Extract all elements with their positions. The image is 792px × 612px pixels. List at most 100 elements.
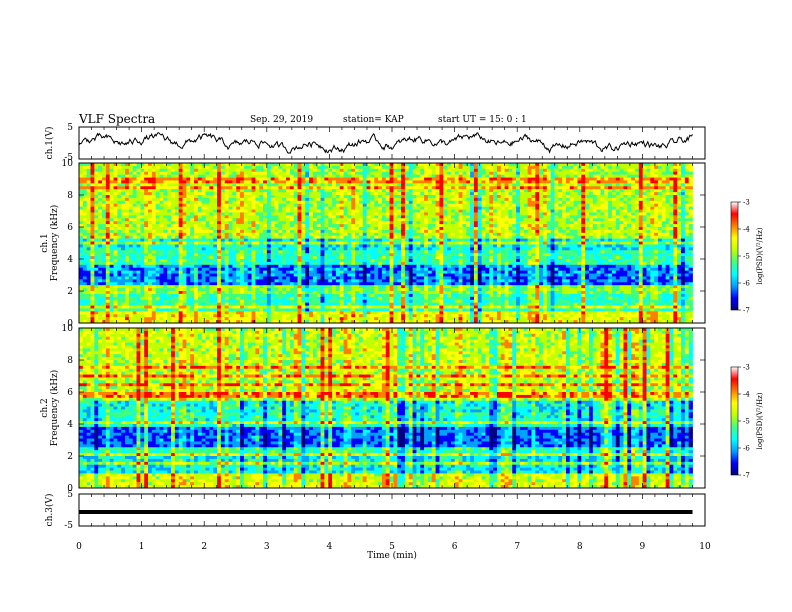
spectrogram-cell [519, 212, 525, 216]
spectrogram-cell [270, 163, 275, 167]
spectrogram-cell [125, 232, 130, 237]
spectrogram-cell [155, 174, 160, 178]
spectrogram-cell [600, 203, 605, 208]
spectrogram-cell [278, 192, 283, 196]
spectrogram-cell [132, 235, 137, 240]
spectrogram-cell [470, 209, 475, 213]
spectrogram-cell [228, 171, 233, 176]
spectrogram-cell [634, 209, 640, 213]
spectrogram-cell [347, 186, 352, 190]
spectrogram-cell [140, 163, 145, 167]
spectrogram-cell [619, 247, 624, 251]
spectrogram-cell [470, 206, 475, 210]
spectrogram-cell [217, 180, 222, 184]
spectrogram-cell [151, 232, 157, 237]
spectrogram-cell [309, 186, 314, 190]
spectrogram-cell [121, 186, 126, 190]
spectrogram-cell [558, 227, 563, 231]
spectrogram-cell [481, 209, 486, 213]
spectrogram-cell [266, 163, 272, 167]
spectrogram-cell [167, 241, 172, 245]
spectrogram-cell [128, 221, 134, 225]
spectrogram-cell [427, 203, 433, 208]
spectrogram-cell [634, 186, 640, 190]
spectrogram-cell [343, 200, 348, 205]
spectrogram-cell [240, 238, 245, 242]
spectrogram-cell [646, 186, 651, 190]
spectrogram-cell [431, 174, 436, 178]
spectrogram-cell [301, 250, 306, 254]
spectrogram-cell [527, 229, 532, 234]
spectrogram-cell [669, 244, 674, 248]
spectrogram-cell [339, 165, 344, 170]
spectrogram-cell [86, 247, 91, 251]
spectrogram-cell [228, 221, 233, 225]
spectrogram-cell [381, 200, 387, 205]
spectrogram-cell [527, 203, 532, 208]
spectrogram-cell [355, 171, 360, 176]
spectrogram-cell [121, 241, 126, 245]
spectrogram-cell [416, 218, 421, 222]
spectrogram-cell [98, 215, 103, 219]
spectrogram-cell [136, 165, 141, 170]
spectrogram-cell [611, 218, 617, 222]
spectrogram-cell [328, 247, 333, 251]
spectrogram-cell [611, 221, 617, 225]
spectrogram-cell [401, 244, 406, 248]
spectrogram-cell [102, 215, 107, 219]
spectrogram-cell [347, 183, 352, 187]
spectrogram-cell [489, 218, 494, 222]
spectrogram-cell [79, 215, 84, 219]
spectrogram-cell [542, 227, 548, 231]
spectrogram-cell [351, 177, 356, 181]
spectrogram-cell [113, 238, 118, 242]
spectrogram-cell [316, 247, 321, 251]
spectrogram-cell [458, 218, 463, 222]
spectrogram-cell [324, 209, 329, 213]
spectrogram-cell [159, 250, 164, 254]
spectrogram-cell [408, 189, 413, 193]
spectrogram-cell [243, 212, 249, 216]
spectrogram-cell [174, 192, 180, 196]
spectrogram-cell [243, 241, 249, 245]
spectrogram-cell [573, 206, 578, 210]
spectrogram-cell [596, 197, 601, 202]
spectrogram-cell [546, 227, 552, 231]
spectrogram-cell [171, 229, 176, 234]
spectrogram-cell [293, 192, 298, 196]
spectrogram-cell [585, 209, 590, 213]
spectrogram-cell [608, 189, 613, 193]
spectrogram-cell [684, 227, 690, 231]
spectrogram-cell [144, 244, 149, 248]
spectrogram-cell [113, 224, 118, 228]
spectrogram-cell [416, 163, 421, 167]
spectrogram-cell [94, 218, 99, 222]
spectrogram-cell [102, 168, 107, 173]
spectrogram-cell [328, 206, 333, 210]
spectrogram-cell [320, 177, 325, 181]
spectrogram-cell [404, 212, 410, 216]
spectrogram-cell [381, 203, 387, 208]
spectrogram-cell [680, 174, 686, 178]
spectrogram-cell [98, 163, 103, 167]
spectrogram-cell [335, 235, 341, 240]
spectrogram-cell [554, 235, 559, 240]
spectrogram-cell [217, 232, 222, 237]
spectrogram-cell [573, 177, 578, 181]
spectrogram-cell [105, 174, 111, 178]
spectrogram-cell [182, 197, 187, 202]
spectrogram-cell [573, 221, 578, 225]
spectrogram-cell [113, 209, 118, 213]
spectrogram-cell [347, 174, 352, 178]
spectrogram-cell [427, 212, 433, 216]
spectrogram-cell [205, 235, 210, 240]
spectrogram-cell [642, 163, 647, 167]
spectrogram-cell [278, 165, 283, 170]
spectrogram-cell [481, 227, 486, 231]
spectrogram-cell [98, 250, 103, 254]
spectrogram-cell [481, 168, 486, 173]
spectrogram-cell [312, 235, 318, 240]
spectrogram-cell [205, 192, 210, 196]
spectrogram-cell [416, 192, 421, 196]
spectrogram-cell [611, 180, 617, 184]
